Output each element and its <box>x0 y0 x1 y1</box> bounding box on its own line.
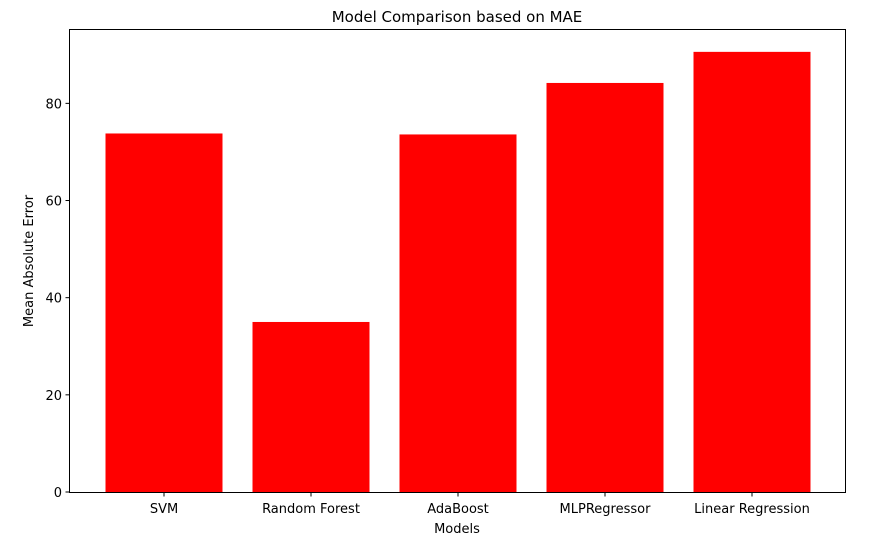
y-tick-label: 80 <box>45 97 62 112</box>
x-tick-label: SVM <box>150 502 178 517</box>
bar-svm <box>105 133 223 493</box>
x-tick-label: MLPRegressor <box>560 502 652 517</box>
bar-mlpregressor <box>546 82 664 492</box>
bars-group <box>105 51 811 493</box>
bar-adaboost <box>399 134 517 493</box>
y-tick-label: 20 <box>45 389 62 404</box>
y-tick-label: 60 <box>45 195 62 210</box>
y-axis-ticks: 0 20 40 60 80 <box>45 97 70 501</box>
x-tick-label: Linear Regression <box>694 502 810 517</box>
x-axis-label: Models <box>434 522 480 537</box>
bar-linear-regression <box>693 51 811 492</box>
bar-random-forest <box>252 321 370 492</box>
chart-title: Model Comparison based on MAE <box>332 8 583 26</box>
y-tick-label: 0 <box>54 486 62 501</box>
y-axis-label: Mean Absolute Error <box>22 194 37 327</box>
x-axis-ticks: SVM Random Forest AdaBoost MLPRegressor Line… <box>150 492 810 517</box>
y-tick-label: 40 <box>45 292 62 307</box>
x-tick-label: AdaBoost <box>427 502 489 517</box>
x-tick-label: Random Forest <box>262 502 360 517</box>
